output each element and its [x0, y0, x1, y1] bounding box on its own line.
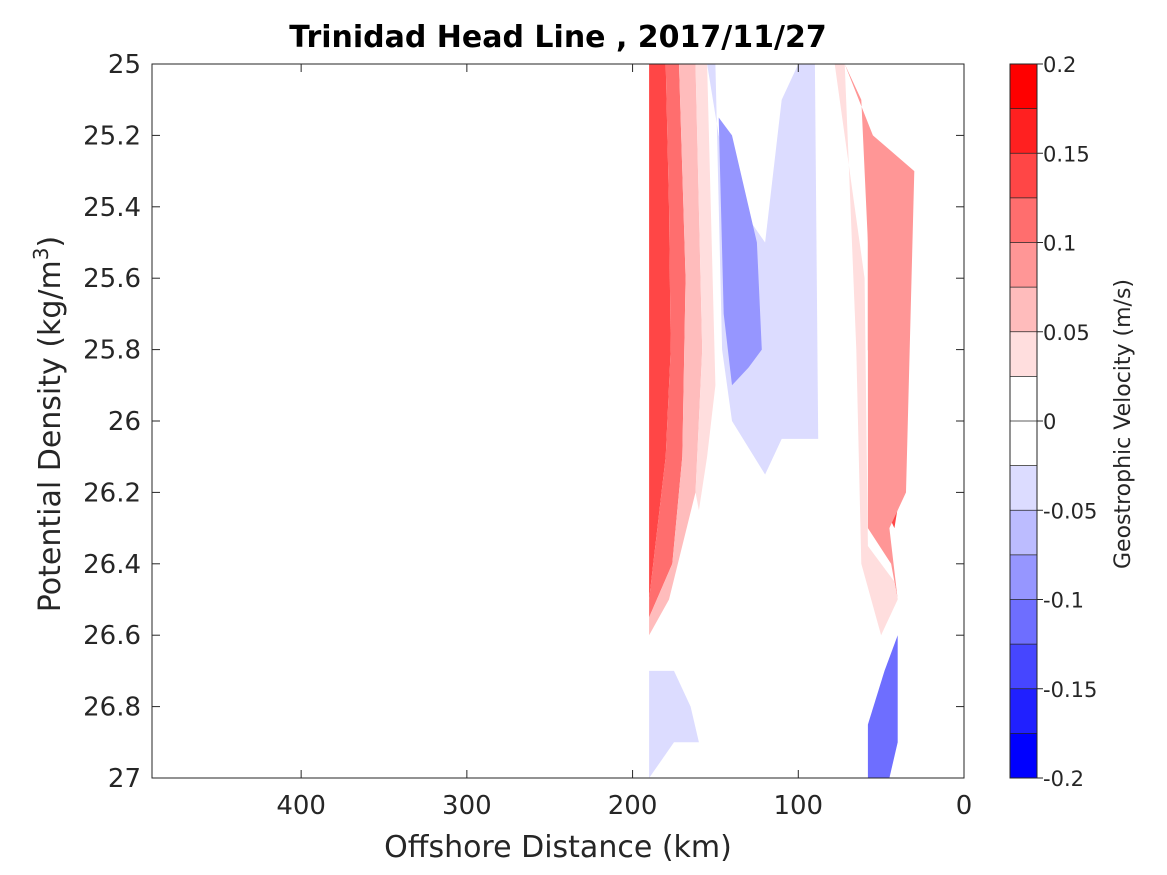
- colorbar: 0.2 0.15 0.1 0.05 0 -0.05 -0.1 -0.15 -0.2: [1009, 53, 1097, 791]
- y-tick-label: 25.6: [83, 264, 141, 294]
- colorbar-tick-label: -0.05: [1043, 499, 1097, 523]
- colorbar-tick-label: -0.2: [1043, 767, 1084, 791]
- colorbar-segment: [1010, 64, 1037, 110]
- colorbar-segment: [1010, 376, 1037, 422]
- contour-region-mid-blue-core: [718, 117, 762, 386]
- contour-region-offshore-red-edge: [695, 64, 716, 511]
- colorbar-segment: [1010, 644, 1037, 690]
- contour-region-offshore-red-outer: [649, 64, 703, 636]
- colorbar-segment: [1010, 733, 1037, 779]
- colorbar-segment: [1010, 331, 1037, 377]
- x-axis-label: Offshore Distance (km): [384, 830, 732, 865]
- y-tick-label: 26: [108, 407, 141, 437]
- y-tick-label: 26.4: [83, 550, 141, 580]
- colorbar-tick-label: 0.1: [1043, 232, 1076, 256]
- colorbar-segment: [1010, 287, 1037, 333]
- colorbar-tick-label: 0.2: [1043, 53, 1076, 77]
- y-tick-label: 25.4: [83, 193, 141, 223]
- colorbar-tick-label: 0: [1043, 410, 1056, 434]
- colorbar-segment: [1010, 108, 1037, 154]
- colorbar-segment: [1010, 510, 1037, 556]
- contour-region-deep-blue-offshore: [649, 670, 699, 778]
- colorbar-tick-label: 0.15: [1043, 142, 1090, 166]
- y-tick-label: 27: [108, 764, 141, 794]
- colorbar-tick-label: -0.1: [1043, 589, 1084, 613]
- colorbar-label: Geostrophic Velocity (m/s): [1111, 279, 1136, 569]
- x-tick-label: 100: [773, 791, 823, 821]
- y-tick-label: 25.8: [83, 336, 141, 366]
- contour-regions: [649, 64, 915, 778]
- plot-area: [152, 64, 964, 778]
- colorbar-segment: [1010, 421, 1037, 467]
- colorbar-tick-label: 0.05: [1043, 321, 1090, 345]
- colorbar-tick-label: -0.15: [1043, 678, 1097, 702]
- colorbar-segment: [1010, 242, 1037, 288]
- y-axis: 25 25.2 25.4 25.6 25.8 26 26.2 26.4 26.6 26.8 27: [83, 50, 964, 794]
- contour-region-offshore-red-core: [649, 64, 671, 600]
- contour-region-deep-blue-nearshore: [867, 635, 898, 778]
- y-tick-label: 26.2: [83, 478, 141, 508]
- y-tick-label: 25: [108, 50, 141, 80]
- colorbar-segment: [1010, 197, 1037, 243]
- y-axis-label: Potential Density (kg/m3): [29, 236, 68, 612]
- colorbar-segment: [1010, 554, 1037, 600]
- colorbar-segment: [1010, 465, 1037, 511]
- x-tick-label: 200: [608, 791, 658, 821]
- colorbar-segment: [1010, 688, 1037, 734]
- chart-title: Trinidad Head Line , 2017/11/27: [289, 20, 826, 55]
- contour-region-offshore-red-mid: [649, 64, 686, 618]
- x-tick-label: 400: [276, 791, 326, 821]
- y-tick-label: 25.2: [83, 121, 141, 151]
- contour-region-nearshore-red-outer: [844, 64, 915, 600]
- contour-region-nearshore-red-edge: [834, 64, 898, 636]
- y-tick-label: 26.6: [83, 621, 141, 651]
- x-tick-label: 0: [956, 791, 973, 821]
- colorbar-segment: [1010, 599, 1037, 645]
- x-axis: 400 300 200 100 0: [276, 64, 972, 821]
- colorbar-segment: [1010, 153, 1037, 199]
- y-tick-label: 26.8: [83, 693, 141, 723]
- x-tick-label: 300: [442, 791, 492, 821]
